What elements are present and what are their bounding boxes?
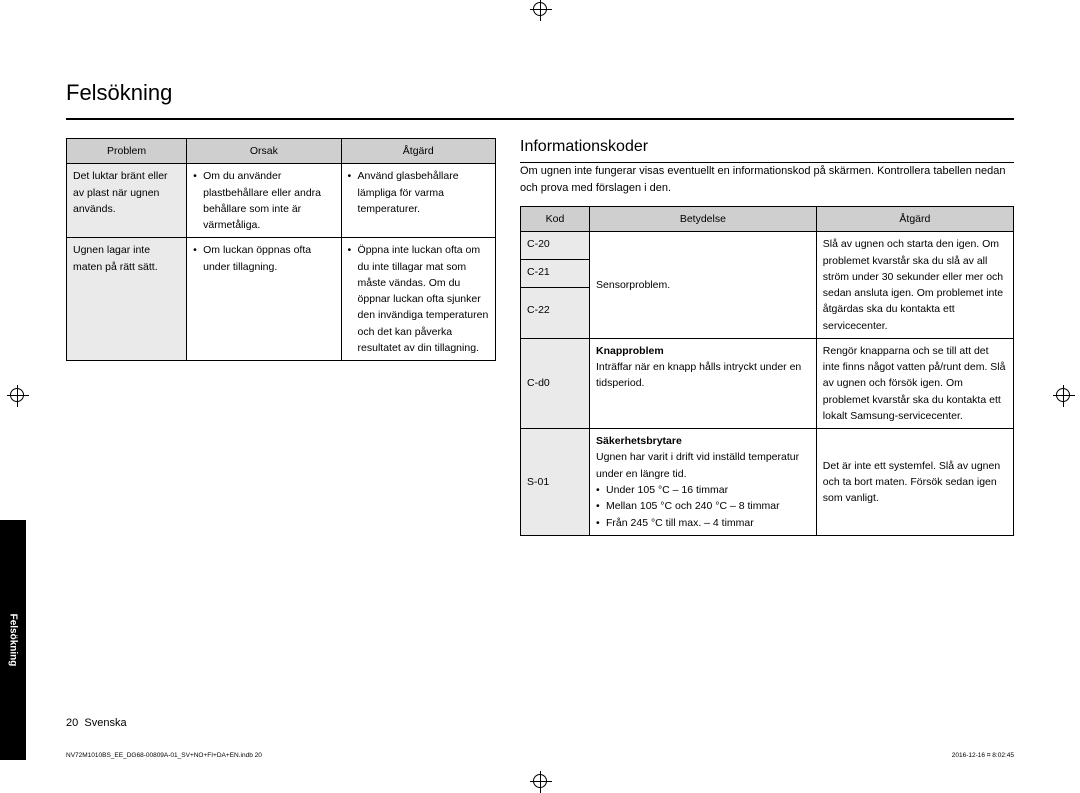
cell-action: Rengör knapparna och se till att det int… xyxy=(816,338,1013,428)
bullet-text: Använd glasbehållare lämpliga för varma … xyxy=(348,168,489,217)
registration-mark-icon xyxy=(533,2,547,16)
registration-mark-icon xyxy=(1056,388,1070,402)
section-title: Informationskoder xyxy=(520,138,1014,156)
cell-meaning: Knapproblem Inträffar när en knapp hålls… xyxy=(590,338,817,428)
col-header-meaning: Betydelse xyxy=(590,207,817,232)
cell-action: Slå av ugnen och starta den igen. Om pro… xyxy=(816,232,1013,339)
page-footer: 20 Svenska xyxy=(66,717,127,729)
section-intro: Om ugnen inte fungerar visas eventuellt … xyxy=(520,163,1014,196)
table-header-row: Kod Betydelse Åtgärd xyxy=(521,207,1014,232)
side-tab: Felsökning xyxy=(0,520,26,760)
left-column: Problem Orsak Åtgärd Det luktar bränt el… xyxy=(66,138,496,536)
cell-action: Använd glasbehållare lämpliga för varma … xyxy=(341,164,495,238)
info-codes-table: Kod Betydelse Åtgärd C-20 Sensorproblem.… xyxy=(520,206,1014,536)
table-header-row: Problem Orsak Åtgärd xyxy=(67,139,496,164)
col-header-cause: Orsak xyxy=(187,139,341,164)
col-header-code: Kod xyxy=(521,207,590,232)
cell-cause: Om luckan öppnas ofta under tillagning. xyxy=(187,238,341,361)
cell-code: S-01 xyxy=(521,429,590,536)
language-label: Svenska xyxy=(84,717,126,729)
col-header-action: Åtgärd xyxy=(341,139,495,164)
meaning-title: Knapproblem xyxy=(596,345,664,357)
columns: Problem Orsak Åtgärd Det luktar bränt el… xyxy=(66,138,1014,536)
page: Felsökning Felsökning Problem Orsak Åtgä… xyxy=(0,0,1080,790)
cell-action: Det är inte ett systemfel. Slå av ugnen … xyxy=(816,429,1013,536)
cell-action: Öppna inte luckan ofta om du inte tillag… xyxy=(341,238,495,361)
table-row: C-20 Sensorproblem. Slå av ugnen och sta… xyxy=(521,232,1014,260)
cell-problem: Det luktar bränt eller av plast när ugne… xyxy=(67,164,187,238)
table-row: C-d0 Knapproblem Inträffar när en knapp … xyxy=(521,338,1014,428)
troubleshooting-table: Problem Orsak Åtgärd Det luktar bränt el… xyxy=(66,138,496,361)
table-row: Det luktar bränt eller av plast när ugne… xyxy=(67,164,496,238)
cell-code: C-22 xyxy=(521,288,590,338)
side-tab-label: Felsökning xyxy=(8,614,19,667)
bullet-text: Öppna inte luckan ofta om du inte tillag… xyxy=(348,242,489,356)
meaning-body: Inträffar när en knapp hålls intryckt un… xyxy=(596,361,801,389)
cell-code: C-20 xyxy=(521,232,590,260)
bullet-text: Mellan 105 °C och 240 °C – 8 timmar xyxy=(596,498,810,514)
page-title: Felsökning xyxy=(66,80,1014,112)
cell-cause: Om du använder plastbehållare eller andr… xyxy=(187,164,341,238)
cell-problem: Ugnen lagar inte maten på rätt sätt. xyxy=(67,238,187,361)
bullet-text: Om du använder plastbehållare eller andr… xyxy=(193,168,334,233)
col-header-action: Åtgärd xyxy=(816,207,1013,232)
meaning-title: Säkerhetsbrytare xyxy=(596,435,682,447)
cell-code: C-21 xyxy=(521,260,590,288)
divider xyxy=(66,118,1014,120)
meaning-body: Ugnen har varit i drift vid inställd tem… xyxy=(596,451,799,479)
col-header-problem: Problem xyxy=(67,139,187,164)
right-column: Informationskoder Om ugnen inte fungerar… xyxy=(520,138,1014,536)
cell-code: C-d0 xyxy=(521,338,590,428)
footer-filename: NV72M1010BS_EE_DG68-00809A-01_SV+NO+FI+D… xyxy=(66,752,262,760)
table-row: S-01 Säkerhetsbrytare Ugnen har varit i … xyxy=(521,429,1014,536)
content-area: Felsökning Problem Orsak Åtgärd Det lu xyxy=(66,80,1014,735)
bullet-text: Om luckan öppnas ofta under tillagning. xyxy=(193,242,334,275)
registration-mark-icon xyxy=(10,388,24,402)
cell-meaning: Säkerhetsbrytare Ugnen har varit i drift… xyxy=(590,429,817,536)
footer-timestamp: 2016-12-16 ⌗ 8:02:45 xyxy=(952,752,1014,760)
page-number: 20 xyxy=(66,717,78,729)
print-footer: NV72M1010BS_EE_DG68-00809A-01_SV+NO+FI+D… xyxy=(66,752,1014,760)
bullet-text: Under 105 °C – 16 timmar xyxy=(596,482,810,498)
cell-meaning: Sensorproblem. xyxy=(590,232,817,339)
bullet-text: Från 245 °C till max. – 4 timmar xyxy=(596,515,810,531)
table-row: Ugnen lagar inte maten på rätt sätt. Om … xyxy=(67,238,496,361)
registration-mark-icon xyxy=(533,774,547,788)
